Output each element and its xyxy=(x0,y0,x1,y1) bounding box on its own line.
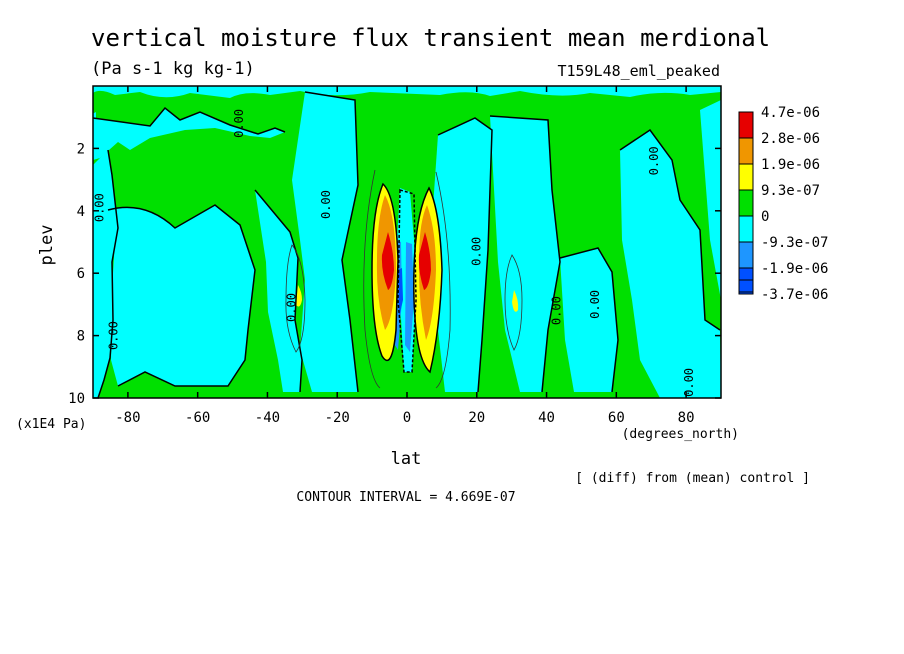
legend-label: -1.9e-06 xyxy=(761,261,828,277)
experiment-label: T159L48_eml_peaked xyxy=(557,62,720,80)
y-axis: 2 4 6 8 10 xyxy=(68,141,721,407)
contour-label: 0.00 xyxy=(550,296,564,325)
contour-label: 0.00 xyxy=(647,146,661,175)
contour-label: 0.00 xyxy=(232,109,246,138)
x-tick-label: 0 xyxy=(403,410,411,426)
legend-swatch xyxy=(738,215,754,243)
contour-thin-lines xyxy=(285,169,523,389)
legend-label: -9.3e-07 xyxy=(761,235,828,251)
x-axis-units: (degrees_north) xyxy=(622,427,739,442)
y-tick-label: 6 xyxy=(77,266,85,282)
x-axis: -80 -60 -40 -20 0 20 40 60 80 xyxy=(115,86,695,426)
legend-swatch xyxy=(738,111,754,139)
diff-note: [ (diff) from (mean) control ] xyxy=(575,471,810,486)
chart-units: (Pa s-1 kg kg-1) xyxy=(91,59,255,79)
legend-swatch xyxy=(738,189,754,217)
legend-swatch xyxy=(738,137,754,165)
contour-lines xyxy=(93,91,721,398)
y-tick-label: 8 xyxy=(77,329,85,345)
legend-label: 1.9e-06 xyxy=(761,157,820,173)
legend-swatch xyxy=(738,279,754,293)
y-axis-units: (x1E4 Pa) xyxy=(16,417,86,432)
legend-label: 0 xyxy=(761,209,769,225)
contour-label: 0.00 xyxy=(106,321,120,350)
x-tick-label: 80 xyxy=(678,410,695,426)
colorbar-legend: 4.7e-06 2.8e-06 1.9e-06 9.3e-07 0 -9.3e-07 -1.… xyxy=(738,105,828,303)
legend-swatch xyxy=(738,241,754,269)
contour-label: 0.00 xyxy=(469,237,483,266)
legend-label: -3.7e-06 xyxy=(761,287,828,303)
y-axis-label: plev xyxy=(37,225,57,266)
x-tick-label: -60 xyxy=(185,410,210,426)
contour-label: 0.00 xyxy=(92,193,106,222)
x-tick-label: -40 xyxy=(255,410,280,426)
contour-label: 0.00 xyxy=(588,290,602,319)
contour-label: 0.00 xyxy=(319,190,333,219)
legend-swatch xyxy=(738,163,754,191)
x-tick-label: 40 xyxy=(538,410,555,426)
x-tick-label: -80 xyxy=(115,410,140,426)
y-tick-label: 2 xyxy=(77,141,85,157)
chart-title: vertical moisture flux transient mean me… xyxy=(91,24,770,52)
contour-fill xyxy=(93,86,721,398)
contour-label: 0.00 xyxy=(682,368,696,397)
contour-interval: CONTOUR INTERVAL = 4.669E-07 xyxy=(296,490,515,505)
contour-label: 0.00 xyxy=(284,293,298,322)
legend-label: 4.7e-06 xyxy=(761,105,820,121)
contour-labels: 0.00 0.00 0.00 0.00 0.00 0.00 0.00 0.00 0.00 0.00 xyxy=(92,109,696,397)
legend-label: 2.8e-06 xyxy=(761,131,820,147)
x-axis-label: lat xyxy=(391,449,422,469)
y-tick-label: 4 xyxy=(77,204,85,220)
x-tick-label: 20 xyxy=(468,410,485,426)
x-tick-label: -20 xyxy=(325,410,350,426)
legend-label: 9.3e-07 xyxy=(761,183,820,199)
x-tick-label: 60 xyxy=(608,410,625,426)
y-tick-label: 10 xyxy=(68,391,85,407)
